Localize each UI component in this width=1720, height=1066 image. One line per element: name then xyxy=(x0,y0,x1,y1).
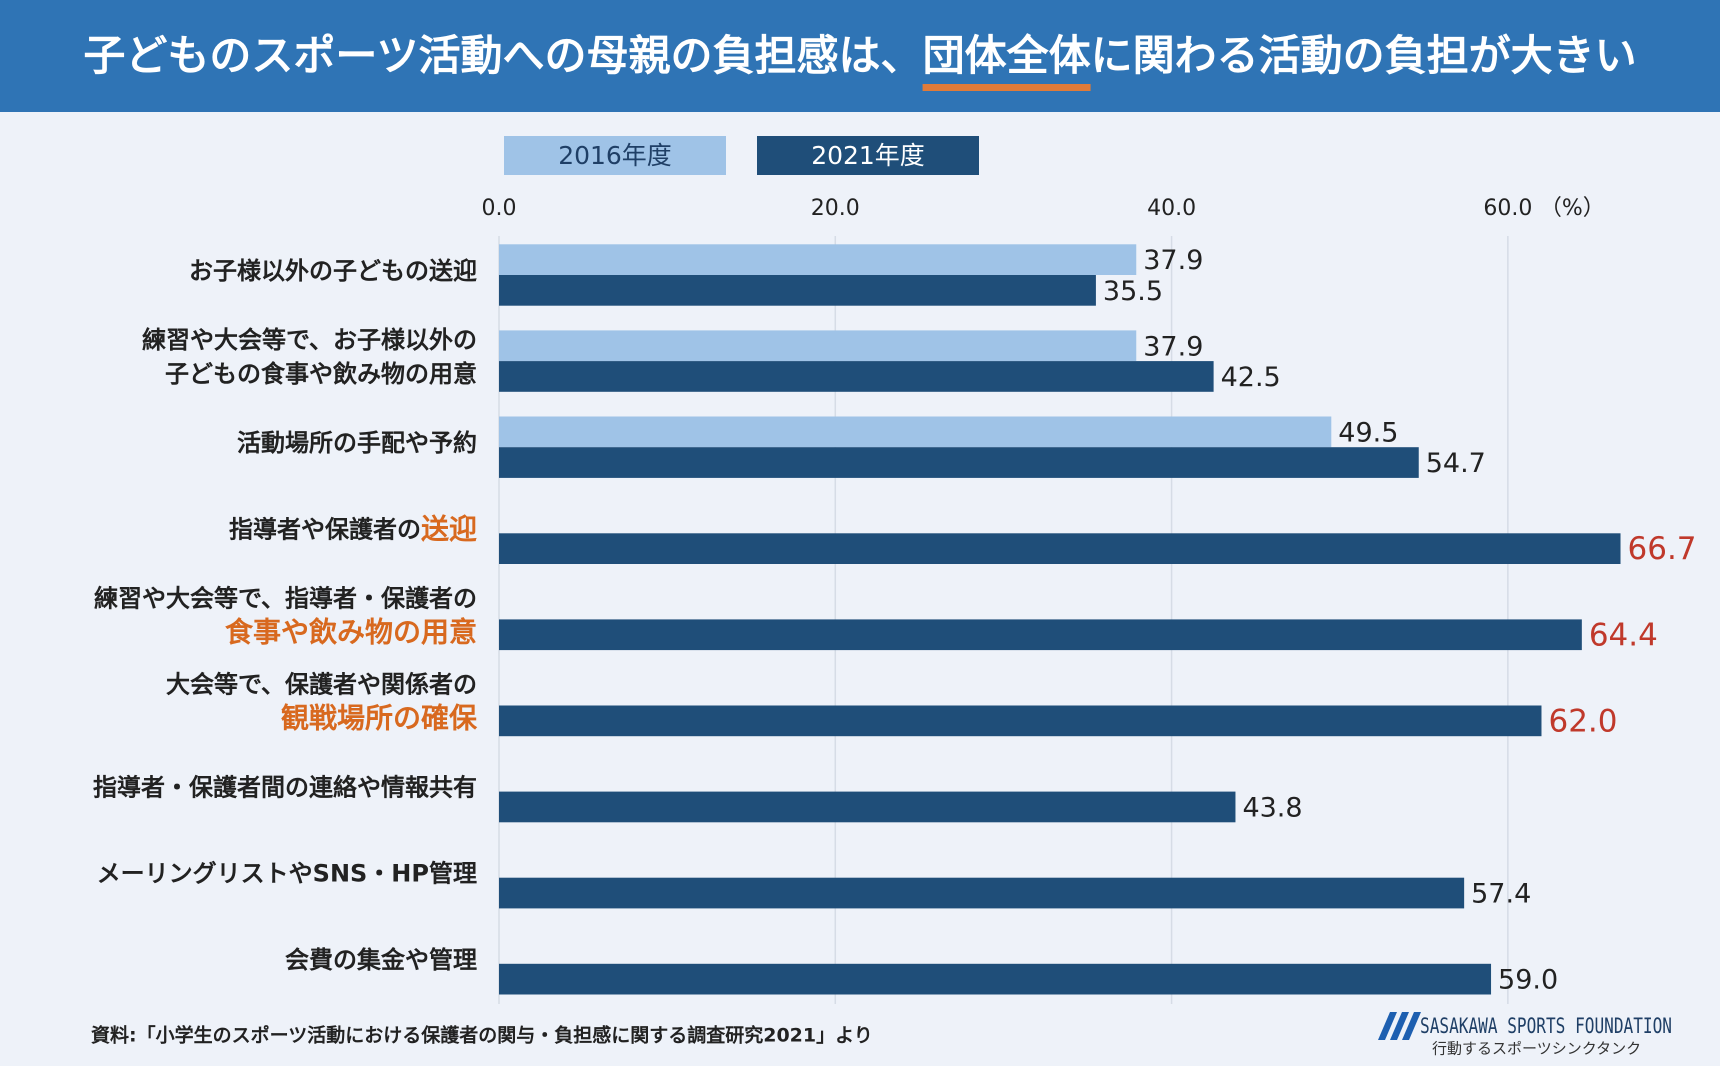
bar xyxy=(499,416,1332,448)
legend-swatch xyxy=(757,136,979,175)
legend-label: 2016年度 xyxy=(558,141,672,170)
logo-tagline: 行動するスポーツシンクタンク xyxy=(1432,1040,1641,1058)
bar xyxy=(499,791,1236,823)
x-unit: （%） xyxy=(1540,196,1605,221)
header-bar xyxy=(0,0,1720,112)
category-label-segment: 子どもの食事や飲み物の用意 xyxy=(165,360,477,388)
category-label-segment: 練習や大会等で、お子様以外の xyxy=(142,326,477,354)
bar xyxy=(499,361,1214,392)
bar xyxy=(499,533,1621,564)
category-label: 観戦場所の確保 xyxy=(281,702,478,735)
category-label: 子どもの食事や飲み物の用意 xyxy=(165,360,477,388)
category-label: お子様以外の子どもの送迎 xyxy=(189,257,477,285)
logo-mark xyxy=(1390,1012,1409,1040)
category-label-segment: 会費の集金や管理 xyxy=(285,946,477,974)
chart-title: 子どものスポーツ活動への母親の負担感は、団体全体に関わる活動の負担が大きい xyxy=(83,31,1636,80)
category-label: 大会等で、保護者や関係者の xyxy=(166,671,477,699)
category-label: 食事や飲み物の用意 xyxy=(225,615,477,648)
x-tick-label: 60.0 xyxy=(1483,196,1532,221)
bar xyxy=(499,705,1542,737)
data-label: 49.5 xyxy=(1338,417,1398,448)
data-label: 64.4 xyxy=(1589,617,1658,653)
title-underline xyxy=(922,84,1091,91)
category-label: 指導者や保護者の送迎 xyxy=(229,512,477,545)
x-tick-label: 20.0 xyxy=(811,196,860,221)
logo-name: SASAKAWA SPORTS FOUNDATION xyxy=(1420,1014,1672,1038)
source-note: 資料:「小学生のスポーツ活動における保護者の関与・負担感に関する調査研究2021… xyxy=(91,1024,873,1047)
category-label: 活動場所の手配や予約 xyxy=(237,429,477,457)
bar xyxy=(499,877,1465,909)
x-tick-label: 0.0 xyxy=(482,196,517,221)
category-label-segment: 観戦場所の確保 xyxy=(281,702,478,735)
data-label: 37.9 xyxy=(1143,245,1203,276)
data-label: 62.0 xyxy=(1548,703,1617,739)
category-label-segment: 指導者・保護者間の連絡や情報共有 xyxy=(93,774,477,802)
bar xyxy=(499,963,1492,995)
data-label: 66.7 xyxy=(1628,531,1697,567)
category-label-segment: 練習や大会等で、指導者・保護者の xyxy=(94,584,477,612)
bar xyxy=(499,244,1137,275)
category-label-segment: 指導者や保護者の xyxy=(229,515,421,543)
bar xyxy=(499,275,1096,306)
data-label: 57.4 xyxy=(1471,879,1531,910)
category-label-segment: お子様以外の子どもの送迎 xyxy=(189,257,477,285)
category-label: 練習や大会等で、指導者・保護者の xyxy=(94,584,477,612)
data-label: 37.9 xyxy=(1143,331,1203,362)
title-segment: 団体全体 xyxy=(923,31,1091,80)
category-label: 指導者・保護者間の連絡や情報共有 xyxy=(93,774,477,802)
bar xyxy=(499,619,1582,651)
category-label: メーリングリストやSNS・HP管理 xyxy=(97,860,477,888)
logo: SASAKAWA SPORTS FOUNDATION 行動するスポーツシンクタンク xyxy=(1378,1012,1672,1058)
data-label: 35.5 xyxy=(1103,276,1163,307)
data-label: 43.8 xyxy=(1242,792,1302,823)
title-segment: 子どものスポーツ活動への母親の負担感は、 xyxy=(83,31,922,80)
category-label-segment: 食事や飲み物の用意 xyxy=(225,615,477,648)
data-label: 42.5 xyxy=(1221,362,1281,393)
legend-label: 2021年度 xyxy=(811,141,925,170)
category-label: 会費の集金や管理 xyxy=(285,946,477,974)
category-label-segment: メーリングリストやSNS・HP管理 xyxy=(97,860,477,888)
logo-mark xyxy=(1378,1012,1397,1040)
bar xyxy=(499,330,1137,362)
category-label-segment: 送迎 xyxy=(421,512,477,545)
x-tick-label: 40.0 xyxy=(1147,196,1196,221)
bar xyxy=(499,447,1419,478)
legend-swatch xyxy=(504,136,726,175)
category-label-segment: 大会等で、保護者や関係者の xyxy=(166,671,477,699)
category-label: 練習や大会等で、お子様以外の xyxy=(142,326,477,354)
data-label: 54.7 xyxy=(1426,448,1486,479)
data-label: 59.0 xyxy=(1498,965,1558,996)
title-segment: に関わる活動の負担が大きい xyxy=(1091,31,1637,80)
logo-mark xyxy=(1402,1012,1421,1040)
category-label-segment: 活動場所の手配や予約 xyxy=(237,429,477,457)
